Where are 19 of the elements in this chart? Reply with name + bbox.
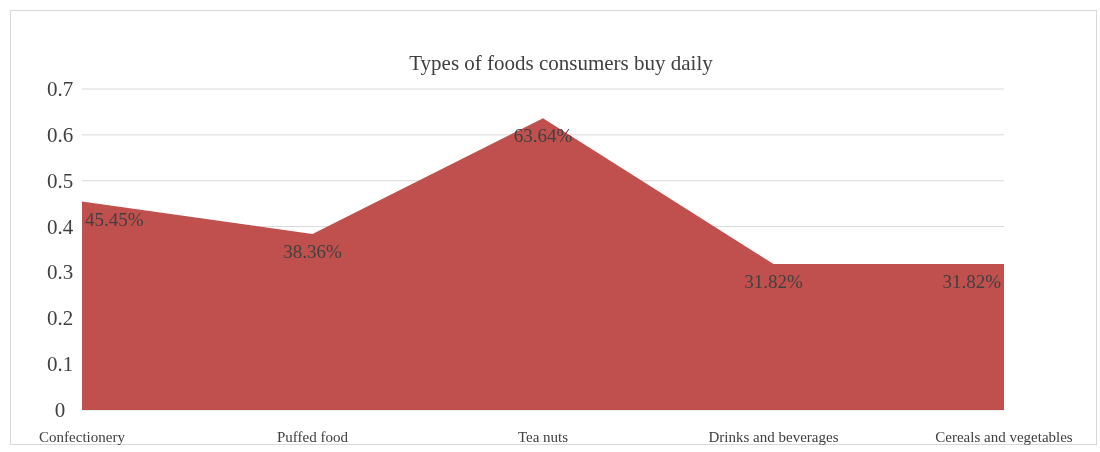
y-tick-label: 0 xyxy=(54,398,66,422)
data-label: 38.36% xyxy=(283,241,342,263)
y-tick-label: 0.2 xyxy=(46,306,74,331)
x-tick-label: Confectionery xyxy=(39,429,126,445)
y-tick-label: 0.4 xyxy=(46,214,74,239)
x-tick-label: Cereals and vegetables xyxy=(935,429,1073,445)
data-label: 31.82% xyxy=(744,271,803,293)
y-tick-label: 0.3 xyxy=(46,260,74,285)
chart-title: Types of foods consumers buy daily xyxy=(409,51,714,75)
x-tick-label: Drinks and beverages xyxy=(708,429,839,445)
y-tick-label: 0.6 xyxy=(46,122,74,147)
data-label: 31.82% xyxy=(942,271,1002,293)
x-tick-label: Tea nuts xyxy=(517,429,569,445)
y-tick-label: 0.5 xyxy=(46,168,74,193)
x-tick-label: Puffed food xyxy=(277,429,349,445)
data-label: 63.64% xyxy=(513,125,573,147)
y-tick-label: 0.1 xyxy=(46,352,74,377)
y-tick-label: 0.7 xyxy=(46,77,74,101)
data-label: 45.45% xyxy=(85,208,144,230)
